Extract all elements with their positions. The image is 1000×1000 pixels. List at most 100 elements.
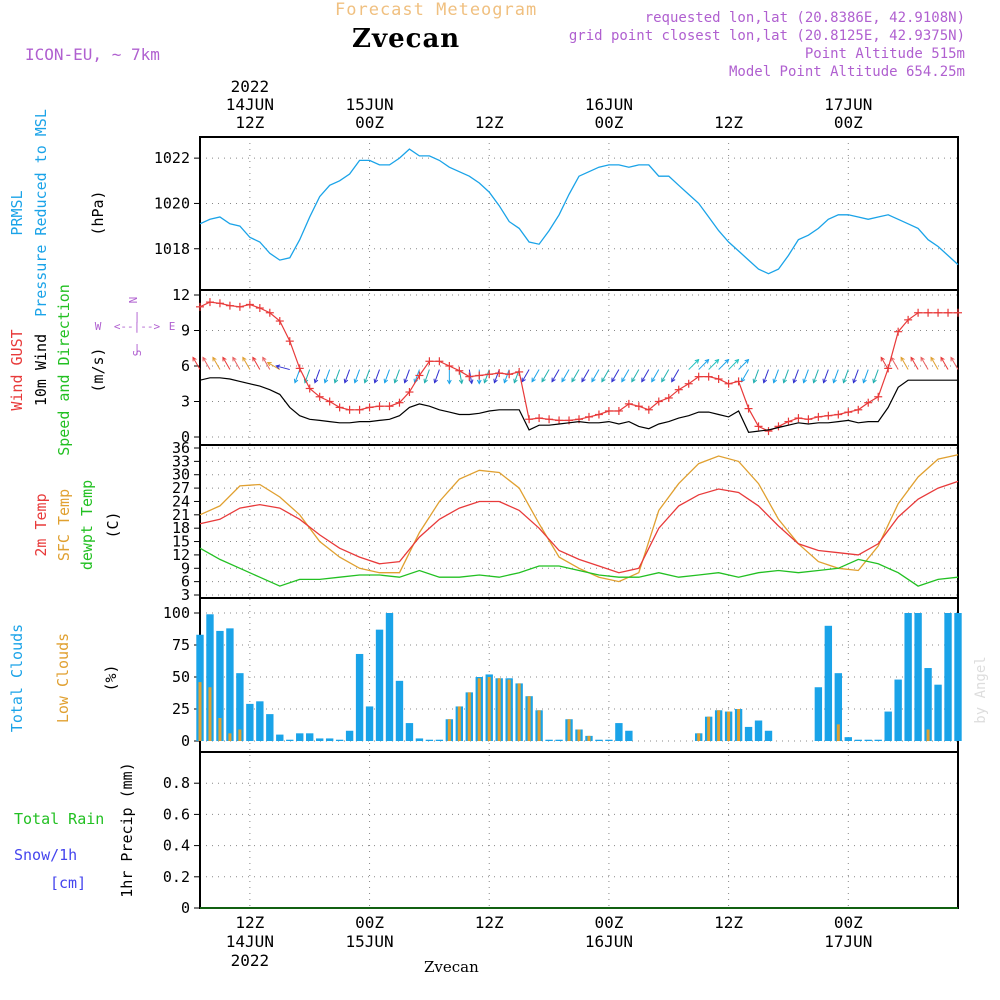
wind-arrow-head [551,377,556,383]
total-cloud-bar [415,738,424,741]
model-altitude: Model Point Altitude 654.25m [728,64,965,80]
clouds-unit: (%) [102,664,120,691]
requested-coords: requested lon,lat (20.8386E, 42.9108N) [644,10,965,26]
total-cloud-bar [595,739,603,741]
wind-arrow [671,369,680,382]
wind-arrow-head [571,377,576,383]
wind-arrow [900,357,909,370]
wind-arrow [521,369,530,382]
wind-arrow-head [792,378,797,384]
total-cloud-bar [944,613,952,741]
wind-arrow [581,369,590,382]
watermark: by Angel [973,656,989,723]
bottom-time-label: 12Z [235,913,264,932]
bottom-time-label: 12Z [714,913,743,932]
y-tick-label: 15 [172,533,190,551]
wind-arrow-head [483,378,488,384]
wind-arrow-head [403,378,408,384]
wind-arrow-head [202,356,207,362]
total-cloud-bar [934,684,942,741]
low-cloud-bar [727,711,731,741]
wind-arrow [202,357,211,370]
total-cloud-bar [625,730,633,741]
low-cloud-bar [697,733,701,741]
wind-arrow-head [591,377,596,383]
total-cloud-bar [605,739,613,741]
total-cloud-bar [914,613,922,741]
wind-arrow-head [724,358,730,364]
low-cloud-bar [198,682,202,741]
low-cloud-bar [457,706,461,741]
wind-arrow-head [581,377,586,383]
temp-sfc-label: SFC Temp [55,489,73,561]
wind-arrow [833,369,839,383]
wind-arrow-head [242,356,247,362]
wind-gust-markers [196,298,962,436]
y-tick-label: 9 [181,322,190,340]
total-cloud-bar [814,687,823,741]
total-cloud-bar [306,733,314,741]
wind-arrow-head [832,378,837,384]
total-cloud-bar [355,653,364,741]
wind-arrow [910,357,919,370]
low-cloud-bar [587,735,591,741]
temp-unit: (C) [104,511,122,538]
wind-arrow [252,357,261,370]
temp-2m-label: 2m Temp [32,493,50,556]
low-cloud-bar [537,710,541,741]
wind-arrow [276,365,290,371]
wind-arrow-head [744,358,750,364]
y-tick-label: 50 [172,668,190,686]
temp-2m-line [199,480,959,574]
wind-arrow-head [872,378,877,384]
compass-n: N [127,297,140,304]
wind-arrow-head [458,379,464,385]
bottom-time-label: 00Z [355,913,384,932]
wind-arrow-head [363,378,369,384]
meteogram-subtitle: Forecast Meteogram [335,0,538,20]
wind-arrow [718,359,729,370]
y-tick-label: 12 [172,546,190,564]
y-tick-label: 3 [181,393,190,411]
wind-arrow-head [266,362,272,367]
wind-unit: (m/s) [89,347,107,392]
total-cloud-bar [395,680,404,741]
wind-arrow [364,369,371,383]
bottom-time-label: 16JUN [585,932,633,951]
wind-10m-line [199,377,958,433]
y-tick-label: 0 [181,899,190,917]
bottom-time-label: 00Z [594,913,623,932]
wind-arrow-head [275,364,281,370]
wind-arrow-head [752,378,758,384]
wind-arrow [763,369,769,383]
wind-arrow [950,357,959,370]
y-tick-label: 0.4 [163,837,190,855]
y-tick-label: 27 [172,479,190,497]
top-time-label: 12Z [714,113,743,132]
total-cloud-bar [854,739,862,741]
low-cloud-bar [218,717,222,741]
wind-arrow [853,369,859,383]
wind-arrow-head [433,378,438,384]
total-cloud-bar [286,739,294,741]
vertical-gridlines [249,137,849,908]
wind-direction-label: Speed and Direction [55,284,73,456]
panel-pressure: 1018 1020 1022 [154,136,959,291]
wind-arrow-head [503,378,508,384]
wind-arrow [651,369,660,382]
low-clouds-label: Low Clouds [54,633,72,723]
wind-arrow [414,369,420,383]
low-cloud-bar [447,719,451,741]
bottom-time-label: 00Z [834,913,863,932]
y-tick-label: 0 [181,428,190,446]
low-cloud-bar [228,733,232,741]
wind-arrow-head [393,378,399,384]
low-cloud-bar [487,677,491,741]
total-cloud-bar [874,739,882,741]
point-altitude: Point Altitude 515m [804,46,965,62]
wind-arrow [541,369,550,382]
total-cloud-bar [425,739,434,741]
wind-arrow [324,369,331,383]
wind-arrow-head [930,356,935,362]
wind-arrow [294,369,301,383]
